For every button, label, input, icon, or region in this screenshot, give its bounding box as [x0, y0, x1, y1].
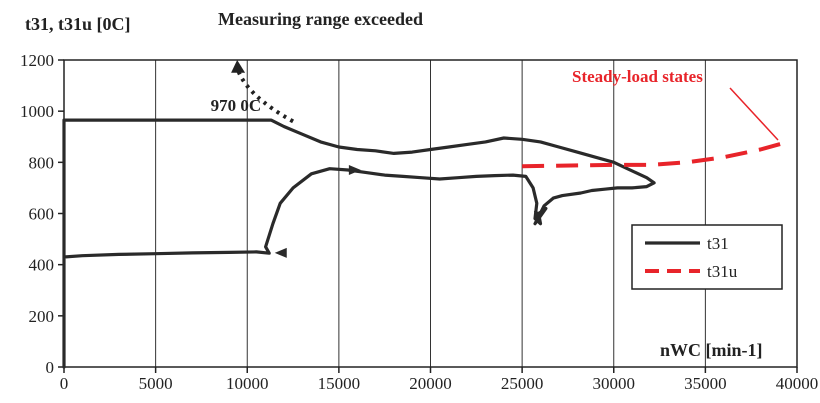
y-axis-label: t31, t31u [0C] [25, 14, 131, 34]
dotted-arrow [236, 69, 295, 124]
legend-label-t31u: t31u [707, 262, 738, 281]
x-tick-label: 20000 [409, 374, 452, 393]
arrow-head [348, 165, 361, 176]
y-tick-label: 200 [29, 307, 55, 326]
x-tick-label: 15000 [318, 374, 361, 393]
x-tick-label: 0 [60, 374, 69, 393]
y-tick-label: 400 [29, 256, 55, 275]
x-tick-label: 35000 [684, 374, 727, 393]
x-tick-label: 25000 [501, 374, 544, 393]
direction-arrow [533, 211, 544, 224]
series-line-t31u [522, 139, 789, 169]
arrow-head [533, 211, 544, 224]
x-tick-label: 30000 [593, 374, 636, 393]
legend-label-t31: t31 [707, 234, 729, 253]
annotations: Measuring range exceeded 970 0C Steady-loa… [211, 9, 779, 141]
annotation-measuring: Measuring range exceeded [218, 9, 423, 29]
y-tick-label: 800 [29, 153, 55, 172]
series-layer [62, 118, 789, 369]
steady-pointer [729, 87, 779, 141]
annotation-limit: 970 0C [211, 96, 262, 115]
dotted-arrow-head [231, 60, 246, 73]
grid [155, 60, 706, 367]
axes [58, 59, 798, 373]
y-tick-label: 1200 [20, 51, 54, 70]
x-tick-label: 10000 [226, 374, 269, 393]
direction-arrow [348, 165, 361, 176]
y-tick-label: 1000 [20, 102, 54, 121]
series-line-t31 [62, 118, 656, 369]
legend: t31 t31u [631, 224, 783, 290]
y-tick-label: 600 [29, 205, 55, 224]
legend-box [631, 224, 783, 290]
arrow-head [274, 247, 287, 258]
x-tick-label: 5000 [139, 374, 173, 393]
x-tick-label: 40000 [776, 374, 819, 393]
x-axis-label: nWC [min-1] [660, 340, 763, 360]
annotation-steady: Steady-load states [572, 67, 703, 86]
direction-arrow [274, 247, 287, 258]
tick-labels: 0 200 400 600 800 1000 1200 0 5000 10000 15000 2000… [20, 51, 818, 393]
y-tick-label: 0 [46, 358, 55, 377]
